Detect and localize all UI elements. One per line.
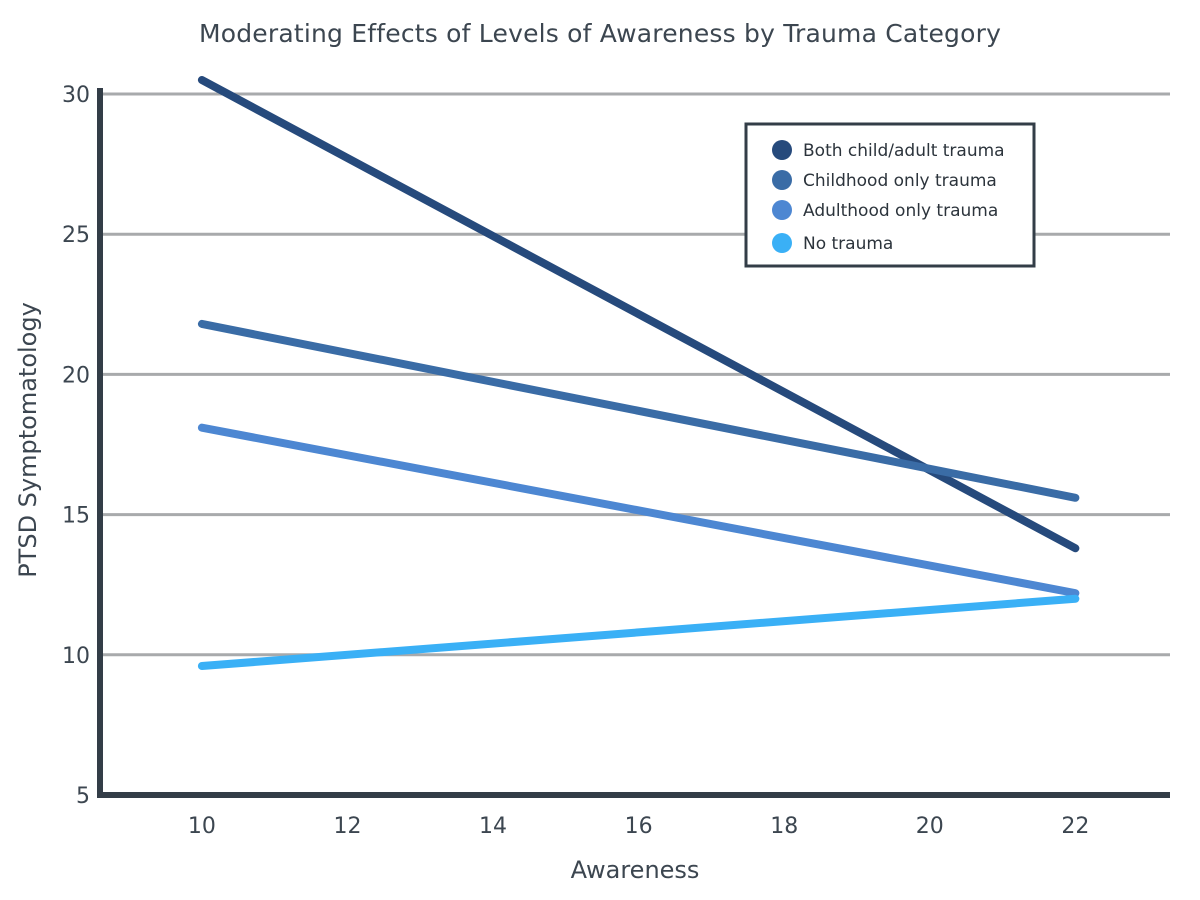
y-tick-label: 15 — [62, 504, 90, 529]
legend-swatch — [772, 140, 792, 160]
legend-label: Both child/adult trauma — [803, 141, 1005, 161]
y-tick-labels: 5 10 15 20 25 30 — [62, 83, 90, 809]
y-tick-label: 20 — [62, 363, 90, 388]
legend-swatch — [772, 200, 792, 220]
legend-label: Adulthood only trauma — [803, 201, 998, 221]
axes — [97, 88, 1170, 798]
x-tick-label: 20 — [916, 814, 944, 839]
x-tick-label: 10 — [188, 814, 216, 839]
series-line — [197, 319, 1080, 502]
x-tick-label: 14 — [479, 814, 507, 839]
legend-swatch — [772, 170, 792, 190]
y-tick-label: 10 — [62, 644, 90, 669]
series-line — [197, 423, 1080, 598]
legend-label: Childhood only trauma — [803, 171, 997, 191]
x-tick-labels: 10 12 14 16 18 20 22 — [188, 814, 1089, 839]
legend: Both child/adult trauma Childhood only tr… — [744, 122, 1036, 268]
legend-items: Both child/adult trauma Childhood only tr… — [772, 140, 1005, 254]
x-tick-label: 16 — [625, 814, 653, 839]
x-tick-label: 18 — [770, 814, 798, 839]
y-tick-label: 30 — [62, 83, 90, 108]
legend-swatch — [772, 233, 792, 253]
y-axis-label: PTSD Symptomatology — [14, 302, 42, 578]
x-tick-label: 12 — [333, 814, 361, 839]
x-axis-label: Awareness — [571, 856, 700, 884]
y-tick-label: 5 — [76, 784, 90, 809]
legend-box — [744, 122, 1036, 268]
legend-label: No trauma — [803, 234, 893, 254]
series-lines — [197, 76, 1080, 671]
chart-title: Moderating Effects of Levels of Awarenes… — [199, 19, 1001, 48]
x-tick-label: 22 — [1061, 814, 1089, 839]
series-line — [197, 594, 1080, 671]
y-tick-label: 25 — [62, 223, 90, 248]
